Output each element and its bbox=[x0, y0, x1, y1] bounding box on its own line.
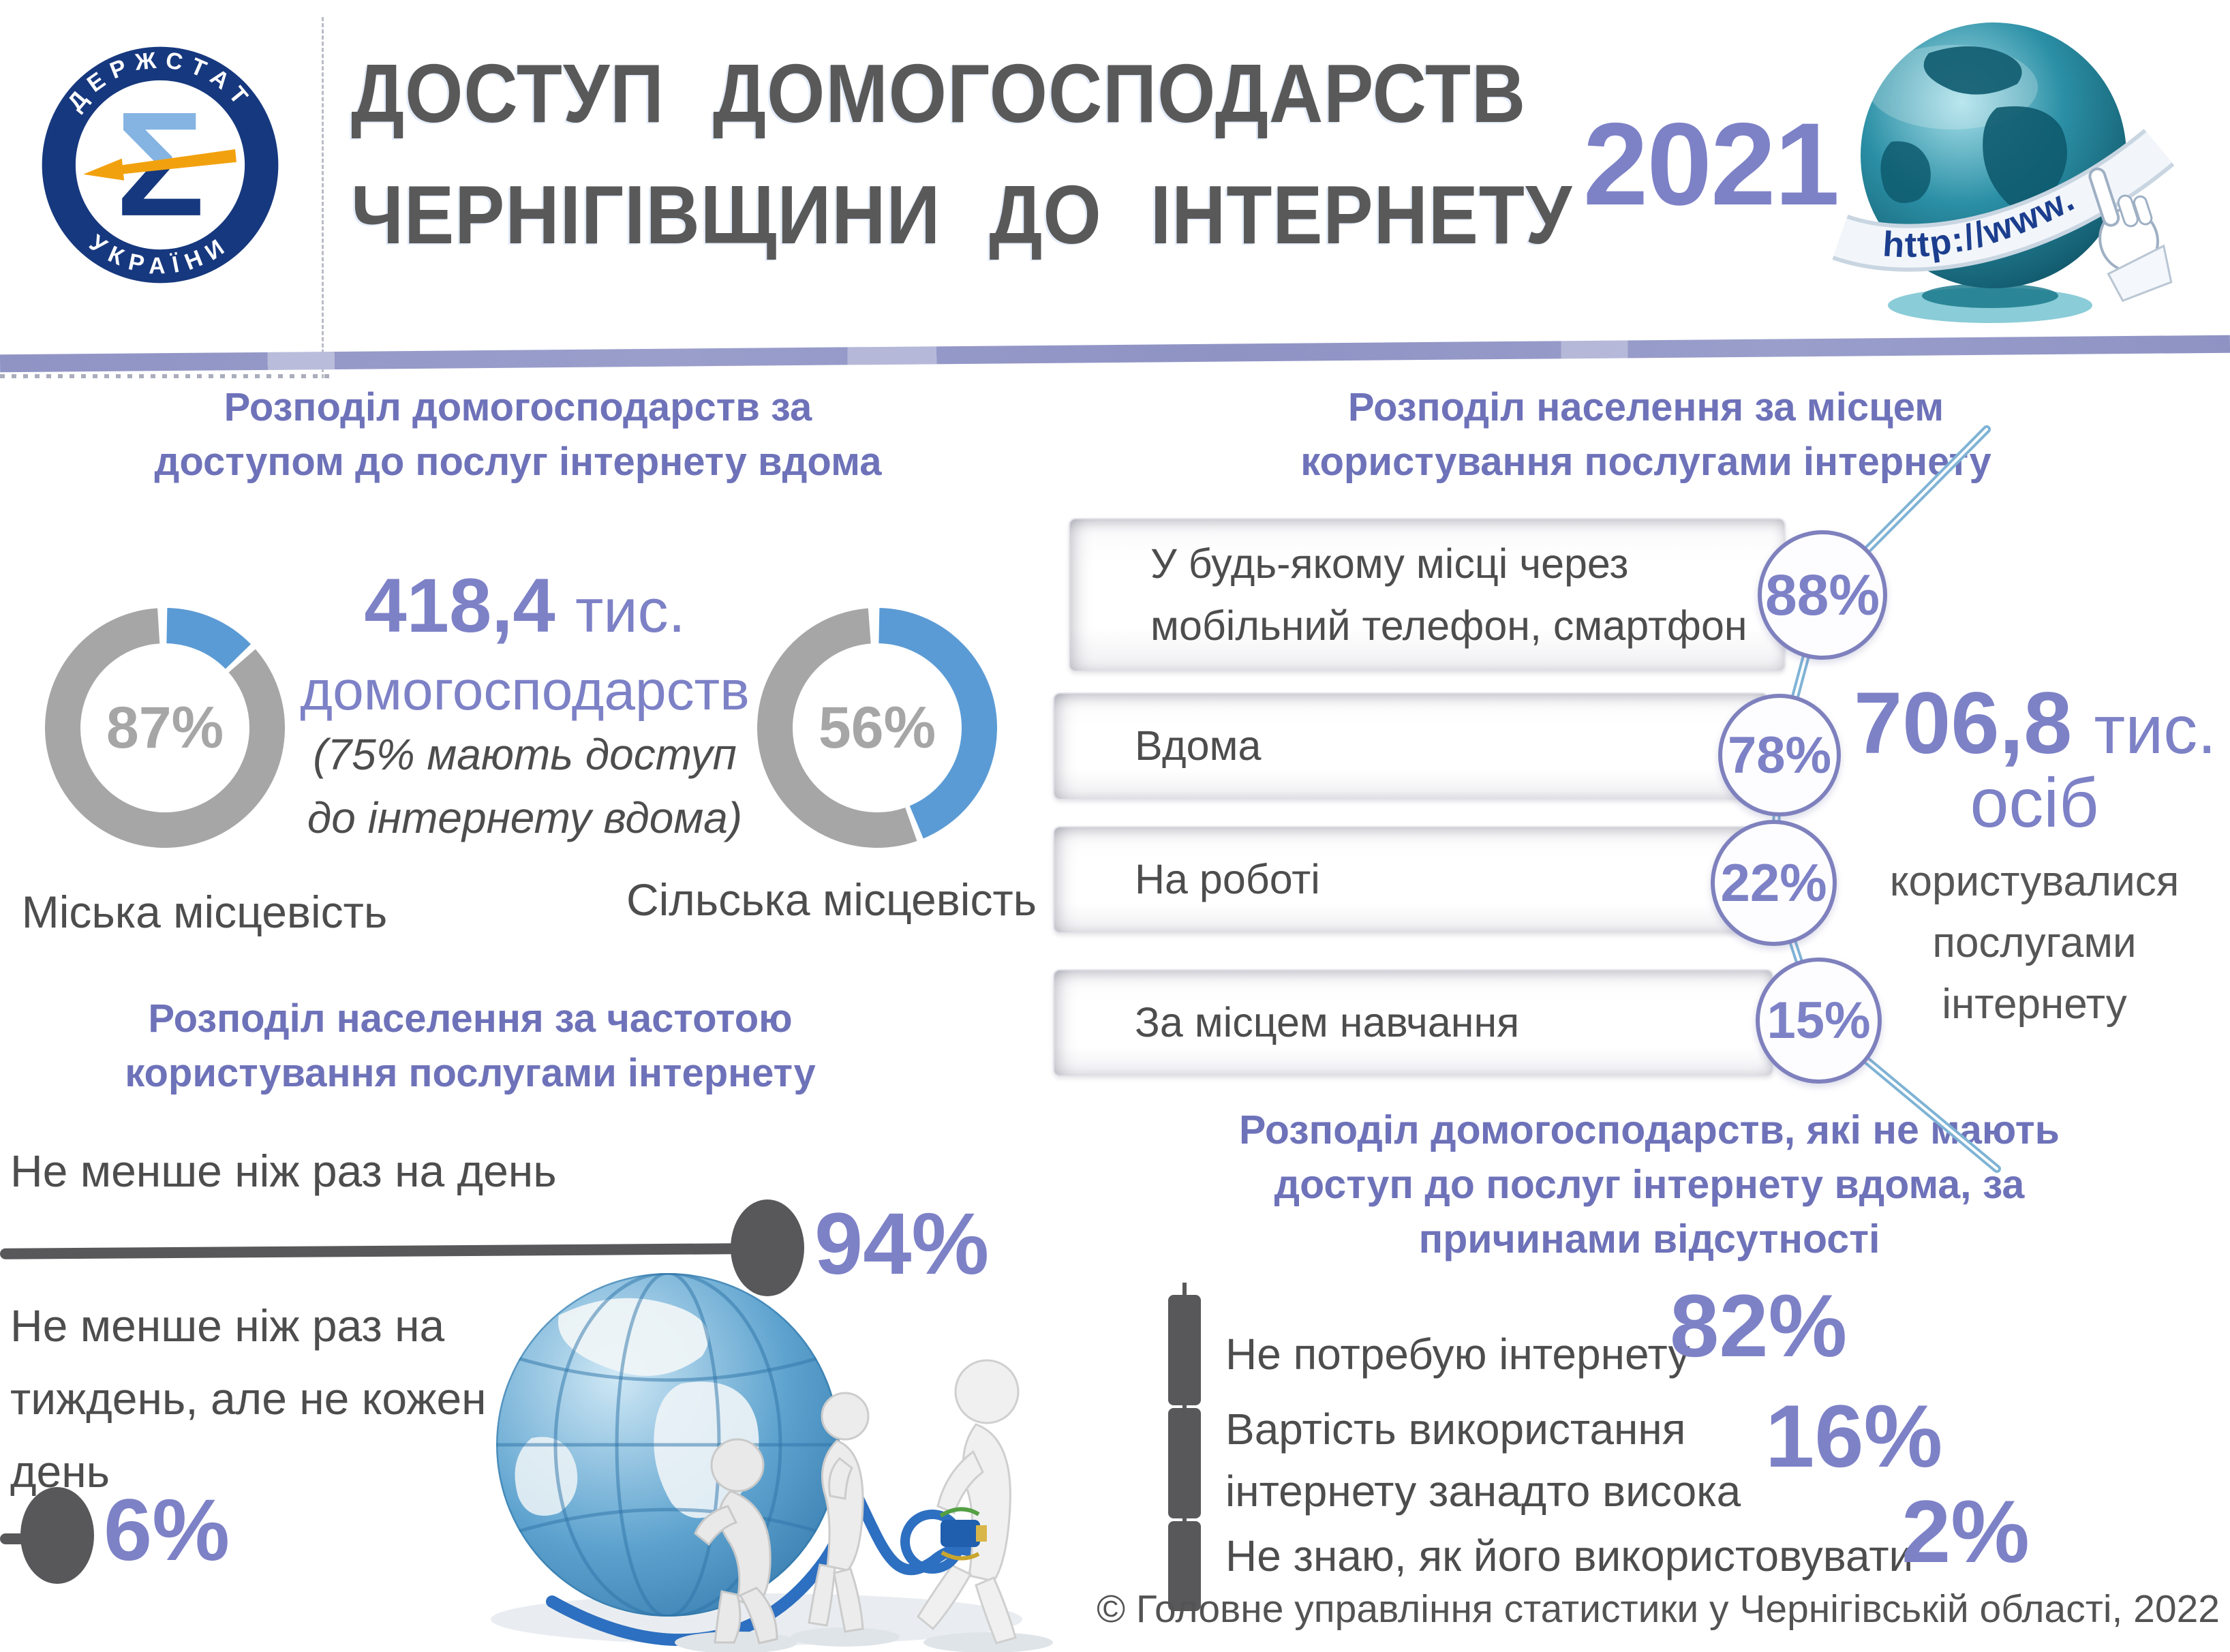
frequency-weekly-percent: 6% bbox=[104, 1482, 230, 1579]
population-note-line2: послугами bbox=[1932, 919, 2137, 966]
hand-cursor-icon bbox=[2088, 167, 2173, 303]
section-title-usage-place: Розподіл населення за місцем користуванн… bbox=[1104, 380, 2188, 489]
donut-rural-percent: 56% bbox=[818, 694, 936, 761]
circle-percent-anywhere: 88% bbox=[1758, 530, 1887, 660]
households-note-line2: до інтернету вдома) bbox=[307, 793, 743, 842]
reason-percent-cost: 16% bbox=[1765, 1386, 1943, 1486]
reason-label-no-need: Не потребую інтернету bbox=[1225, 1324, 1690, 1386]
bar-anywhere-mobile: У будь-якому місці через мобільний телеф… bbox=[1069, 518, 1786, 672]
section4-title-line3: причинами відсутності bbox=[1418, 1217, 1880, 1262]
section4-title-line1: Розподіл домогосподарств, які не мають bbox=[1239, 1107, 2060, 1152]
section-title-household-access: Розподіл домогосподарств за доступом до … bbox=[48, 380, 988, 489]
reason2-line1: Вартість використання bbox=[1225, 1405, 1686, 1454]
population-total-stat: 706,8 тис. bbox=[1840, 673, 2230, 774]
population-total-value: 706,8 bbox=[1853, 675, 2073, 772]
logo-arrow-icon bbox=[83, 149, 236, 181]
reason2-line2: інтернету занадто висока bbox=[1225, 1466, 1741, 1516]
lollipop-dot-daily bbox=[731, 1199, 804, 1296]
circle-percent-work: 22% bbox=[1711, 820, 1837, 946]
page-title-line1: ДОСТУП ДОМОГОСПОДАРСТВ bbox=[351, 47, 1527, 140]
figure-carrying-connector bbox=[917, 1359, 1053, 1652]
header-dashed-divider bbox=[322, 17, 324, 378]
frequency-weekly-label-line1: Не менше ніж раз на bbox=[10, 1300, 445, 1351]
donut-urban-caption: Міська місцевість bbox=[21, 887, 388, 937]
households-total-stat: 418,4 тис. домогосподарств (75% мають до… bbox=[293, 562, 757, 850]
frequency-daily-label-line1: Не менше ніж раз на день bbox=[10, 1146, 557, 1196]
population-total-unit-text: тис. bbox=[2094, 692, 2216, 768]
circle-percent-study: 15% bbox=[1756, 958, 1882, 1084]
circle-percent-home: 78% bbox=[1718, 694, 1841, 816]
bar-at-work: На роботі bbox=[1053, 826, 1765, 934]
figure-pulling-cable bbox=[675, 1438, 797, 1652]
people-globe-illustration bbox=[491, 1273, 1053, 1652]
households-total-caption: домогосподарств bbox=[300, 660, 750, 722]
households-total-value: 418,4 bbox=[364, 563, 555, 648]
section2-title-line1: Розподіл населення за місцем bbox=[1347, 385, 1944, 429]
households-total-unit-text: тис. bbox=[575, 577, 686, 645]
figure-holding-cable bbox=[791, 1392, 900, 1647]
section1-title-line2: доступом до послуг інтернету вдома bbox=[154, 440, 882, 485]
frequency-daily-percent: 94% bbox=[814, 1195, 990, 1293]
reason-percent-no-need: 82% bbox=[1670, 1276, 1848, 1375]
section3-title-line1: Розподіл населення за частотою bbox=[148, 996, 793, 1041]
reason3-line1: Не знаю, як його використовувати bbox=[1225, 1531, 1914, 1580]
households-total-unit bbox=[558, 577, 575, 645]
population-note-line3: інтернету bbox=[1942, 981, 2127, 1028]
bar1-label-line1: У будь-якому місці через bbox=[1150, 540, 1629, 587]
frequency-weekly-label: Не менше ніж раз на тиждень, але не коже… bbox=[10, 1289, 487, 1508]
donut-chart-rural bbox=[757, 608, 997, 848]
reason-marker-1 bbox=[1168, 1295, 1201, 1405]
population-total-unit bbox=[2075, 692, 2094, 768]
bar3-label: На роботі bbox=[1135, 856, 1320, 903]
donut-rural-caption: Сільська місцевість bbox=[626, 874, 1037, 925]
reason-marker-3 bbox=[1168, 1521, 1201, 1611]
section4-title-line2: доступ до послуг інтернету вдома, за bbox=[1274, 1162, 2025, 1208]
donut-chart-urban bbox=[45, 608, 285, 848]
section2-title-line2: користування послугами інтернету bbox=[1300, 440, 1991, 485]
bar2-label: Вдома bbox=[1135, 722, 1262, 769]
bar4-label: За місцем навчання bbox=[1135, 999, 1520, 1046]
reason-percent-no-skill: 2% bbox=[1901, 1482, 2030, 1581]
donut-urban-percent: 87% bbox=[106, 694, 224, 761]
population-total-caption: осіб bbox=[1970, 764, 2099, 842]
page-title: ДОСТУП ДОМОГОСПОДАРСТВ ЧЕРНІГІВЩИНИ ДО І… bbox=[351, 33, 1578, 275]
bar-at-study: За місцем навчання bbox=[1053, 969, 1773, 1077]
reason-label-cost: Вартість використання інтернету занадто … bbox=[1225, 1398, 1741, 1523]
frequency-weekly-label-line2: тиждень, але не кожен bbox=[10, 1373, 487, 1424]
footer-credit: © Головне управління статистики у Черніг… bbox=[1097, 1587, 2220, 1631]
reason-marker-2 bbox=[1168, 1408, 1201, 1518]
bar-at-home: Вдома bbox=[1053, 692, 1769, 800]
section-title-no-access-reasons: Розподіл домогосподарств, які не мають д… bbox=[1104, 1103, 2195, 1267]
cable-connector-icon bbox=[900, 1507, 987, 1574]
section-title-frequency: Розподіл населення за частотою користува… bbox=[14, 992, 927, 1101]
reason1-line1: Не потребую інтернету bbox=[1225, 1330, 1690, 1379]
reason-label-no-skill: Не знаю, як його використовувати bbox=[1225, 1525, 1913, 1587]
internet-globe-icon: http://www. bbox=[1832, 22, 2174, 323]
section1-title-line1: Розподіл домогосподарств за bbox=[224, 385, 812, 429]
lollipop-dot-weekly bbox=[20, 1487, 94, 1584]
frequency-daily-label: Не менше ніж раз на день bbox=[10, 1135, 557, 1208]
frequency-weekly-label-line3: день bbox=[10, 1446, 110, 1497]
page-title-line2: ЧЕРНІГІВЩИНИ ДО ІНТЕРНЕТУ bbox=[351, 168, 1573, 261]
section3-title-line2: користування послугами інтернету bbox=[125, 1051, 816, 1096]
year-badge: 2021 bbox=[1583, 99, 1840, 230]
population-note-line1: користувалися bbox=[1889, 858, 2180, 905]
households-note-line1: (75% мають доступ bbox=[313, 730, 737, 779]
bar1-label-line2: мобільний телефон, смартфон bbox=[1150, 602, 1747, 649]
header-divider-bar bbox=[0, 335, 2230, 373]
derzhstat-logo: ДЕРЖСТАТ УКРАЇНИ Σ bbox=[42, 46, 279, 284]
header-dotted-line bbox=[0, 374, 335, 378]
